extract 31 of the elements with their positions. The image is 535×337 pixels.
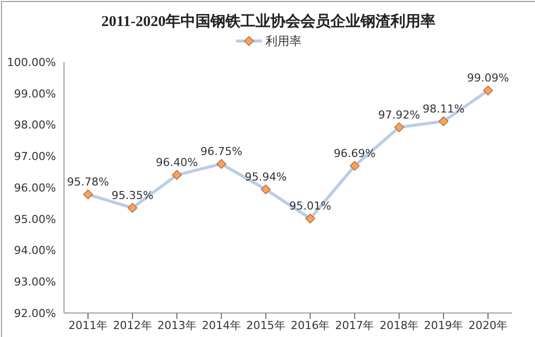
- chart-title: 2011-2020年中国钢铁工业协会会员企业钢渣利用率: [100, 12, 437, 32]
- text: 95.94%: [244, 170, 287, 184]
- y-tick-label: 93.00%: [14, 276, 56, 289]
- x-tick-label: 2017年: [335, 318, 374, 332]
- text: 97.92%: [378, 108, 420, 122]
- x-tick-label: 2015年: [246, 318, 286, 332]
- text: 96.75%: [200, 144, 242, 158]
- x-tick-label: 2020年: [468, 318, 508, 332]
- y-tick-label: 95.00%: [14, 212, 56, 226]
- text: 96.69%: [334, 146, 376, 160]
- text: 95.35%: [111, 188, 154, 202]
- y-tick-label: 99.00%: [14, 87, 56, 100]
- y-tick-label: 94.00%: [14, 244, 56, 258]
- x-tick-label: 2018年: [380, 318, 419, 332]
- legend-label: 利用率: [266, 32, 302, 50]
- x-tick-label: 2013年: [157, 318, 196, 332]
- y-tick-label: 98.00%: [14, 118, 56, 132]
- x-tick-label: 2012年: [112, 318, 152, 332]
- x-tick-label: 2016年: [290, 318, 330, 332]
- text: 98.11%: [422, 102, 465, 116]
- text: 99.09%: [467, 72, 509, 85]
- text: 95.78%: [67, 175, 109, 188]
- x-tick-label: 2019年: [424, 318, 464, 332]
- y-tick-label: 97.00%: [14, 150, 56, 164]
- text: 95.01%: [289, 200, 332, 213]
- y-tick-label: 100.00%: [7, 56, 56, 69]
- y-tick-label: 92.00%: [14, 306, 56, 320]
- x-tick-label: 2011年: [68, 318, 108, 332]
- x-tick-label: 2014年: [202, 318, 241, 332]
- y-tick-label: 96.00%: [14, 181, 56, 194]
- text: 96.40%: [156, 156, 198, 169]
